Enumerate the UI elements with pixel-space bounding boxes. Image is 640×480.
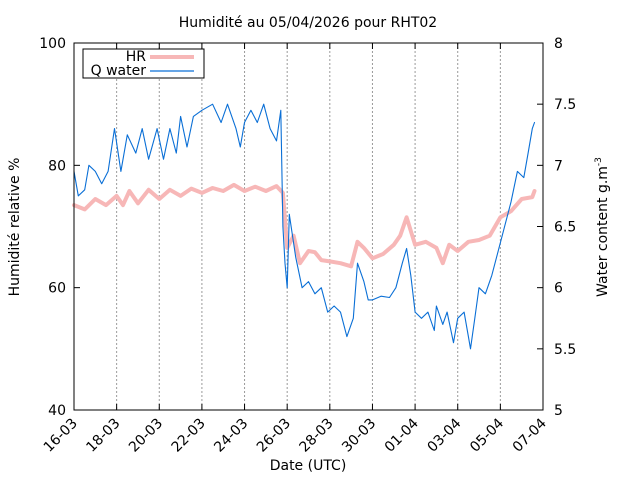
legend-water-label: Q water bbox=[91, 63, 147, 79]
water-line-path bbox=[73, 103, 536, 350]
x-axis-label: Date (UTC) bbox=[270, 458, 347, 474]
legend-hr-label: HR bbox=[126, 49, 147, 65]
left-axis-ticks: 40 60 80 100 bbox=[39, 36, 80, 419]
right-tick-label: 7.5 bbox=[554, 97, 576, 113]
water-series-line bbox=[73, 103, 536, 350]
left-axis-label: Humidité relative % bbox=[7, 158, 23, 297]
right-tick-label: 7 bbox=[554, 158, 563, 174]
right-axis-label-main: Water content g.m bbox=[595, 166, 611, 297]
vertical-grid bbox=[116, 43, 501, 410]
right-tick-label: 5 bbox=[554, 403, 563, 419]
chart-title: Humidité au 05/04/2026 pour RHT02 bbox=[179, 15, 437, 31]
right-tick-label: 6 bbox=[554, 281, 563, 297]
right-axis-label: Water content g.m-3 bbox=[594, 157, 611, 297]
right-axis-ticks: 5 5.5 6 6.5 7 7.5 8 bbox=[537, 36, 576, 419]
right-tick-label: 8 bbox=[554, 36, 563, 52]
legend: HR Q water bbox=[82, 48, 205, 79]
right-axis-label-superscript: -3 bbox=[594, 157, 604, 166]
left-tick-label: 80 bbox=[48, 158, 66, 174]
right-tick-label: 6.5 bbox=[554, 220, 576, 236]
left-tick-label: 40 bbox=[48, 403, 66, 419]
right-tick-label: 5.5 bbox=[554, 342, 576, 358]
left-tick-label: 60 bbox=[48, 281, 66, 297]
legend-box bbox=[82, 48, 205, 79]
left-tick-label: 100 bbox=[39, 36, 66, 52]
hr-line-path bbox=[72, 182, 537, 269]
hr-series-line bbox=[72, 182, 537, 269]
